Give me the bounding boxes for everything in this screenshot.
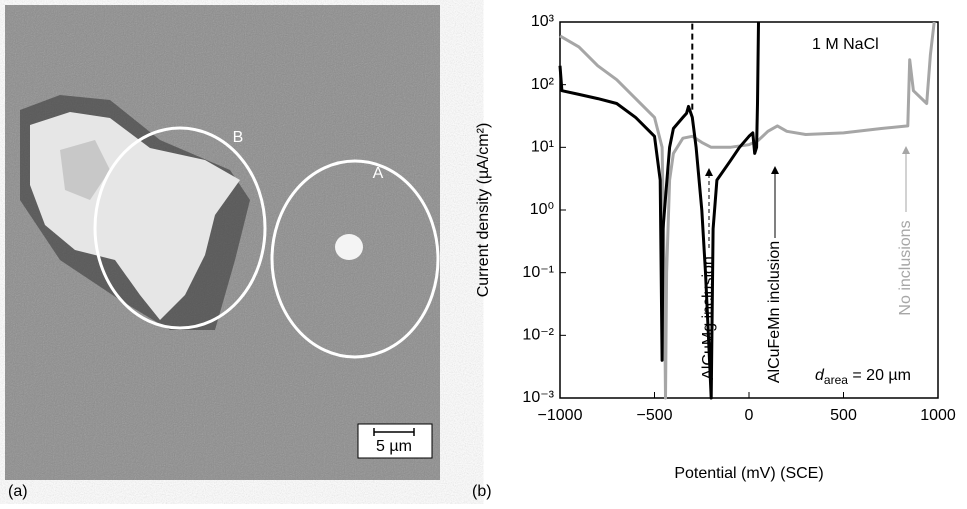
y-tick-label: 10³ xyxy=(531,13,555,30)
annotation: 1 M NaCl xyxy=(812,36,879,53)
annotation-part: = 20 µm xyxy=(848,367,911,384)
y-tick-label: 10⁻³ xyxy=(522,389,554,406)
x-tick-label: 1000 xyxy=(920,407,956,424)
y-tick-label: 10¹ xyxy=(531,139,554,156)
annotation-part: area xyxy=(824,373,848,387)
micrograph: B A 5 µm xyxy=(5,5,440,480)
panel-label: (a) xyxy=(8,483,28,500)
y-tick-label: 10⁰ xyxy=(530,201,554,218)
x-tick-label: −1000 xyxy=(538,407,583,424)
panel-label: (b) xyxy=(472,483,492,500)
data-line xyxy=(559,21,936,400)
annotation-part: d xyxy=(815,367,825,384)
x-tick-label: 500 xyxy=(830,407,857,424)
region-label: A xyxy=(373,165,384,182)
annotation: AlCuFeMn inclusion xyxy=(766,241,783,383)
annotation: No inclusions xyxy=(897,220,914,315)
y-tick-label: 10⁻¹ xyxy=(522,264,554,281)
x-tick-label: −500 xyxy=(636,407,672,424)
x-tick-label: 0 xyxy=(745,407,754,424)
y-axis-label: Current density (µA/cm²) xyxy=(475,123,492,298)
y-tick-label: 10² xyxy=(531,76,555,93)
annotation: darea = 20 µm xyxy=(815,367,911,387)
data-line xyxy=(558,21,760,400)
region-label: B xyxy=(233,129,244,146)
y-tick-label: 10⁻² xyxy=(522,327,554,344)
scale-bar-label: 5 µm xyxy=(376,438,412,455)
x-axis-label: Potential (mV) (SCE) xyxy=(674,465,823,482)
